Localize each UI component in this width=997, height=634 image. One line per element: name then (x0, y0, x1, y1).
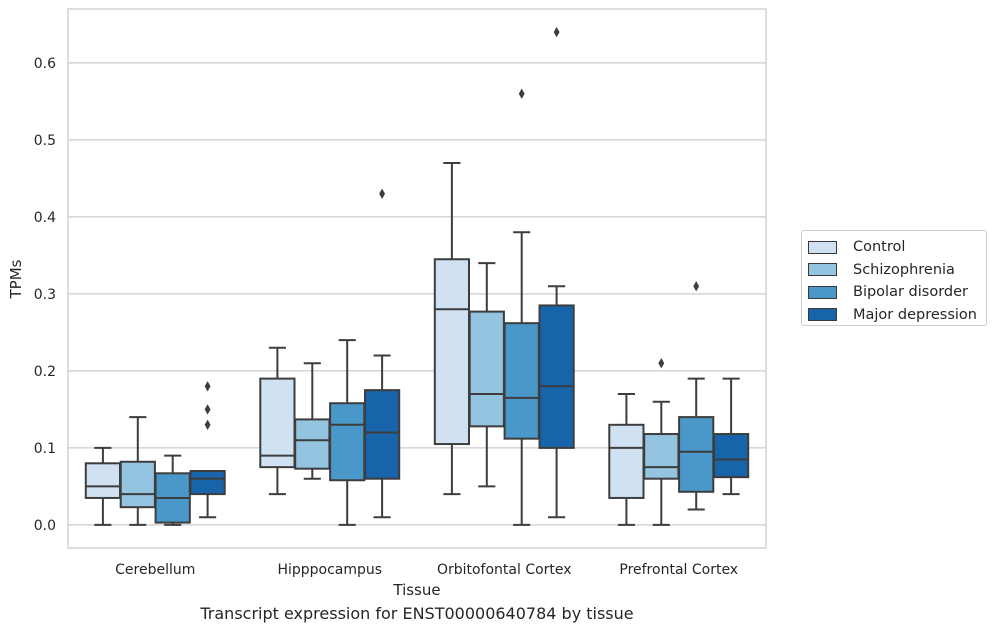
x-tick-labels: Cerebellum Hipppocampus Orbitofontal Corte… (115, 562, 738, 578)
outlier-point (204, 404, 211, 415)
legend-swatch-control (808, 240, 837, 254)
box-major-depression-1 (363, 188, 401, 519)
legend-label-schizophrenia: Schizophrenia (853, 261, 955, 278)
box-bipolar-disorder-3 (678, 281, 715, 511)
box-groups (84, 26, 750, 526)
box-iqr (259, 377, 296, 469)
box-control-0 (84, 446, 122, 526)
box-major-depression-0 (189, 381, 226, 519)
box-major-depression-2 (538, 26, 575, 519)
box-control-2 (433, 162, 471, 496)
y-tick-label: 0.0 (34, 518, 56, 534)
x-tick-label: Prefrontal Cortex (619, 562, 738, 578)
chart-caption: Transcript expression for ENST0000064078… (200, 604, 634, 623)
outlier-point (518, 88, 525, 99)
x-axis-label: Tissue (392, 581, 440, 599)
box-bipolar-disorder-1 (329, 339, 366, 526)
outlier-point (553, 26, 560, 38)
box-iqr (84, 462, 122, 499)
y-tick-label: 0.6 (34, 56, 56, 72)
box-iqr (538, 304, 575, 449)
box-iqr (433, 258, 471, 446)
box-iqr (712, 433, 750, 479)
legend: Control Schizophrenia Bipolar disorder M… (801, 230, 987, 326)
y-tick-label: 0.4 (34, 210, 56, 226)
x-tick-label: Hipppocampus (277, 562, 382, 578)
box-iqr (503, 322, 540, 440)
box-iqr (363, 389, 401, 480)
box-control-1 (259, 346, 296, 496)
legend-item-bipolar-disorder: Bipolar disorder (808, 281, 986, 304)
y-axis-label: TPMs (7, 259, 25, 299)
box-schizophrenia-0 (119, 416, 156, 526)
legend-swatch-bipolar-disorder (808, 285, 837, 299)
outlier-point (658, 358, 665, 369)
box-iqr (294, 418, 331, 470)
legend-item-major-depression: Major depression (808, 304, 986, 327)
box-major-depression-3 (712, 377, 750, 496)
outlier-point (204, 419, 211, 430)
x-tick-label: Orbitofontal Cortex (437, 562, 572, 578)
legend-label-major-depression: Major depression (853, 306, 977, 323)
plot-frame (67, 8, 767, 549)
box-iqr (468, 310, 505, 428)
box-iqr (329, 402, 366, 482)
y-tick-label: 0.1 (34, 441, 56, 457)
legend-item-control: Control (808, 236, 986, 259)
legend-swatch-major-depression (808, 308, 837, 322)
box-iqr (119, 460, 156, 509)
y-tick-label: 0.5 (34, 133, 56, 149)
box-bipolar-disorder-0 (154, 454, 191, 526)
y-tick-labels: 0.0 0.1 0.2 0.3 0.4 0.5 0.6 (34, 56, 56, 534)
legend-label-bipolar-disorder: Bipolar disorder (853, 284, 968, 301)
box-bipolar-disorder-2 (503, 88, 540, 526)
box-schizophrenia-2 (468, 262, 505, 488)
outlier-point (693, 281, 700, 292)
y-tick-label: 0.3 (34, 287, 56, 303)
box-schizophrenia-3 (643, 358, 680, 526)
box-iqr (189, 470, 226, 496)
legend-swatch-schizophrenia (808, 263, 837, 277)
box-iqr (608, 423, 645, 499)
legend-item-schizophrenia: Schizophrenia (808, 259, 986, 282)
box-control-3 (608, 393, 645, 526)
gridlines (68, 62, 766, 526)
box-schizophrenia-1 (294, 362, 331, 480)
y-tick-label: 0.2 (34, 364, 56, 380)
outlier-point (379, 188, 386, 199)
outlier-point (204, 381, 211, 392)
legend-label-control: Control (853, 239, 906, 256)
x-tick-label: Cerebellum (115, 562, 195, 578)
box-iqr (643, 433, 680, 480)
box-iqr (678, 416, 715, 493)
